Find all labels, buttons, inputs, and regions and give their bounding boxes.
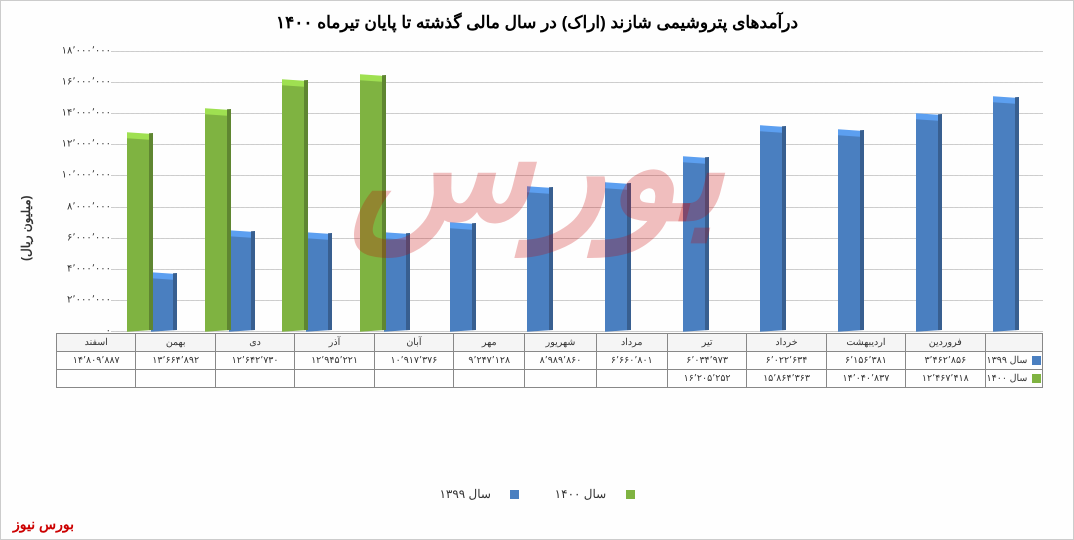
legend-1400: سال ۱۴۰۰ [985, 370, 1042, 388]
month-header: خرداد [747, 334, 826, 352]
cell-1399: ۹٬۲۴۷٬۱۲۸ [454, 352, 525, 370]
cell-1399: ۳٬۴۶۲٬۸۵۶ [906, 352, 985, 370]
month-header: اسفند [57, 334, 136, 352]
cell-1399: ۸٬۹۸۹٬۸۶۰ [525, 352, 596, 370]
cell-1399: ۱۲٬۹۴۵٬۲۲۱ [295, 352, 374, 370]
bar-1399 [229, 234, 251, 331]
data-table-wrap: فروردیناردیبهشتخردادتیرمردادشهریورمهرآبا… [56, 333, 1043, 388]
month-header: شهریور [525, 334, 596, 352]
bar-1399 [838, 134, 860, 332]
cell-1400 [525, 370, 596, 388]
cell-1399: ۱۴٬۸۰۹٬۸۸۷ [57, 352, 136, 370]
bar-1399 [306, 237, 328, 332]
bar-1399 [916, 118, 938, 332]
bar-1400 [205, 112, 227, 332]
month-header: آبان [374, 334, 453, 352]
legend-row: سال ۱۴۰۰ سال ۱۳۹۹ [1, 487, 1073, 501]
legend-label-1399: سال ۱۳۹۹ [987, 355, 1028, 366]
month-slot [965, 51, 1043, 331]
month-slot [888, 51, 966, 331]
month-header: آذر [295, 334, 374, 352]
month-slot [266, 51, 344, 331]
chart-title: درآمدهای پتروشیمی شازند (اراک) در سال ما… [1, 1, 1073, 37]
cell-1400 [57, 370, 136, 388]
cell-1400: ۱۵٬۸۶۴٬۳۶۳ [747, 370, 826, 388]
data-table: فروردیناردیبهشتخردادتیرمردادشهریورمهرآبا… [56, 333, 1043, 388]
cell-1399: ۶٬۱۵۶٬۳۸۱ [826, 352, 905, 370]
legend-marker-green [1032, 374, 1041, 383]
y-axis-title: (میلیون ریال) [19, 196, 33, 262]
cell-1400 [136, 370, 215, 388]
cell-1399: ۶٬۰۳۴٬۹۷۳ [667, 352, 746, 370]
grid-line [111, 331, 1043, 332]
cell-1400: ۱۴٬۰۴۰٬۸۳۷ [826, 370, 905, 388]
cell-1399: ۶٬۰۲۲٬۶۳۴ [747, 352, 826, 370]
cell-1400: ۱۲٬۴۶۷٬۴۱۸ [906, 370, 985, 388]
legend-item-1399: سال ۱۳۹۹ [431, 487, 527, 501]
bars-wrapper [111, 51, 1043, 331]
month-slot [111, 51, 189, 331]
cell-1399: ۶٬۶۶۰٬۸۰۱ [596, 352, 667, 370]
month-slot [189, 51, 267, 331]
legend-dot-green [626, 490, 635, 499]
y-tick-label: ۶٬۰۰۰٬۰۰۰ [56, 232, 111, 243]
cell-1400 [295, 370, 374, 388]
cell-1399: ۱۳٬۶۶۴٬۸۹۲ [136, 352, 215, 370]
y-tick-label: ۱۸٬۰۰۰٬۰۰۰ [56, 46, 111, 57]
month-header: مرداد [596, 334, 667, 352]
y-tick-label: ۲٬۰۰۰٬۰۰۰ [56, 294, 111, 305]
month-header: فروردین [906, 334, 985, 352]
legend-1399: سال ۱۳۹۹ [985, 352, 1042, 370]
bar-1399 [760, 129, 782, 332]
y-tick-label: ۱۶٬۰۰۰٬۰۰۰ [56, 77, 111, 88]
bar-1399 [683, 160, 705, 331]
table-corner [985, 334, 1042, 352]
month-slot [577, 51, 655, 331]
month-header: دی [215, 334, 294, 352]
bar-1399 [605, 186, 627, 331]
bar-1399 [993, 100, 1015, 332]
chart-plot-area [111, 51, 1043, 331]
legend-item-1400: سال ۱۴۰۰ [547, 487, 643, 501]
legend-marker-blue [1032, 356, 1041, 365]
chart-container: درآمدهای پتروشیمی شازند (اراک) در سال ما… [0, 0, 1074, 540]
bar-1399 [527, 190, 549, 331]
bar-1399 [384, 236, 406, 331]
month-header: اردیبهشت [826, 334, 905, 352]
brand-label: بورس نیوز [13, 516, 74, 533]
legend-dot-blue [510, 490, 519, 499]
y-tick-label: ۸٬۰۰۰٬۰۰۰ [56, 201, 111, 212]
bar-1399 [151, 276, 173, 331]
month-slot [344, 51, 422, 331]
month-slot [422, 51, 500, 331]
month-header: تیر [667, 334, 746, 352]
table-row-1399: سال ۱۳۹۹ ۳٬۴۶۲٬۸۵۶۶٬۱۵۶٬۳۸۱۶٬۰۲۲٬۶۳۴۶٬۰۳… [57, 352, 1043, 370]
y-tick-label: ۴٬۰۰۰٬۰۰۰ [56, 263, 111, 274]
month-slot [732, 51, 810, 331]
month-slot [499, 51, 577, 331]
cell-1400 [454, 370, 525, 388]
bar-1400 [282, 83, 304, 331]
month-header: بهمن [136, 334, 215, 352]
cell-1399: ۱۰٬۹۱۷٬۳۷۶ [374, 352, 453, 370]
bar-1399 [450, 227, 472, 332]
cell-1400 [215, 370, 294, 388]
table-row-1400: سال ۱۴۰۰ ۱۲٬۴۶۷٬۴۱۸۱۴٬۰۴۰٬۸۳۷۱۵٬۸۶۴٬۳۶۳۱… [57, 370, 1043, 388]
cell-1400 [374, 370, 453, 388]
legend-label-1400: سال ۱۴۰۰ [987, 373, 1028, 384]
bar-1400 [127, 136, 149, 331]
cell-1399: ۱۲٬۶۴۲٬۷۳۰ [215, 352, 294, 370]
cell-1400: ۱۶٬۲۰۵٬۲۵۲ [667, 370, 746, 388]
y-tick-label: ۱۲٬۰۰۰٬۰۰۰ [56, 139, 111, 150]
month-slot [655, 51, 733, 331]
cell-1400 [596, 370, 667, 388]
table-header-row: فروردیناردیبهشتخردادتیرمردادشهریورمهرآبا… [57, 334, 1043, 352]
month-slot [810, 51, 888, 331]
y-tick-label: ۱۰٬۰۰۰٬۰۰۰ [56, 170, 111, 181]
month-header: مهر [454, 334, 525, 352]
y-tick-label: ۱۴٬۰۰۰٬۰۰۰ [56, 108, 111, 119]
bar-1400 [360, 78, 382, 332]
y-axis-labels: ۰۲٬۰۰۰٬۰۰۰۴٬۰۰۰٬۰۰۰۶٬۰۰۰٬۰۰۰۸٬۰۰۰٬۰۰۰۱۰٬… [56, 51, 111, 331]
